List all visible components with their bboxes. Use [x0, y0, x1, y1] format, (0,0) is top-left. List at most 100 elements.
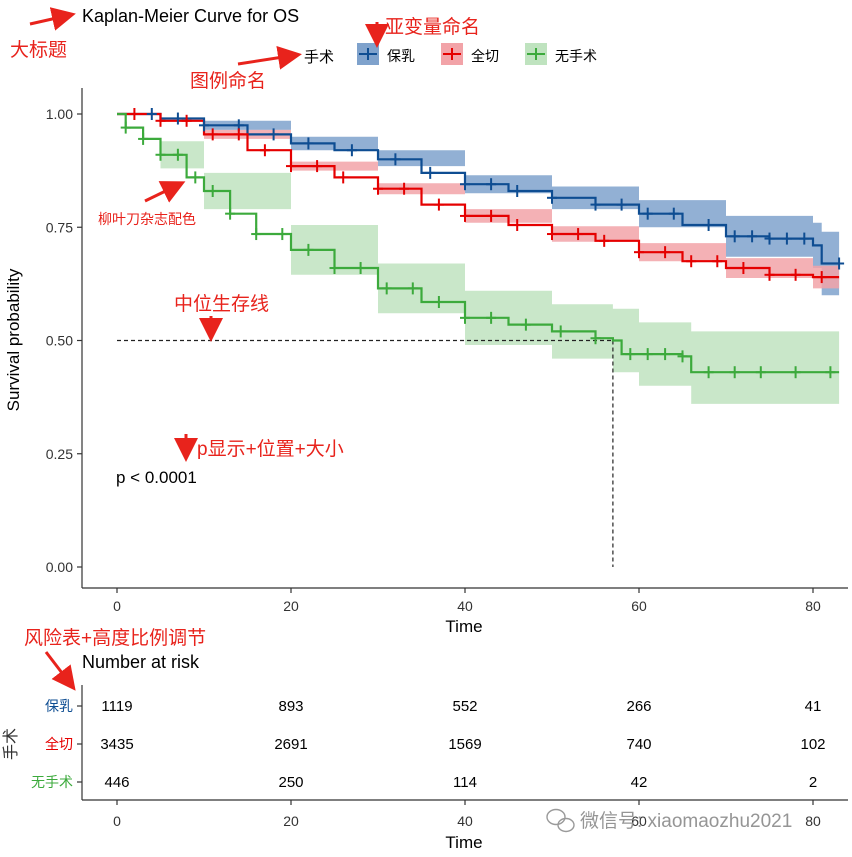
censor-mark — [303, 243, 314, 256]
censor-mark — [155, 148, 166, 161]
risk-cell: 1569 — [448, 736, 481, 753]
censor-mark — [573, 228, 584, 241]
censor-mark — [155, 114, 166, 127]
censor-mark — [407, 282, 418, 295]
censor-mark — [703, 366, 714, 379]
censor-mark — [547, 191, 557, 204]
censor-mark — [433, 295, 444, 308]
risk-cell: 266 — [626, 698, 651, 715]
legend-label: 无手术 — [555, 48, 597, 64]
censor-mark — [172, 148, 183, 161]
risk-cell: 740 — [626, 736, 651, 753]
censor-mark — [712, 255, 723, 268]
censor-mark — [486, 209, 497, 222]
legend-item-2: 无手术 — [525, 43, 597, 65]
annotation-palette: 柳叶刀杂志配色 — [98, 211, 196, 227]
censor-mark — [755, 366, 766, 379]
censor-mark — [199, 119, 209, 132]
risk-x-tick-label: 60 — [631, 813, 647, 829]
risk-cell: 42 — [631, 774, 648, 791]
annotation-legend-naming: 图例命名 — [190, 70, 266, 92]
legend-label: 保乳 — [387, 48, 415, 64]
risk-x-tick-label: 20 — [283, 813, 299, 829]
risk-cell: 2691 — [274, 736, 307, 753]
censor-mark — [460, 209, 470, 222]
arrow-legend — [237, 45, 302, 70]
y-axis-title: Survival probability — [4, 268, 23, 411]
censor-mark — [512, 218, 523, 231]
censor-mark — [764, 232, 775, 245]
legend-item-0: 保乳 — [357, 43, 415, 65]
confidence-band-1 — [117, 114, 840, 296]
risk-x-tick-label: 0 — [113, 813, 121, 829]
risk-x-tick-label: 40 — [457, 813, 473, 829]
censor-mark — [146, 108, 157, 120]
censor-mark — [329, 262, 340, 275]
censor-mark — [616, 198, 627, 211]
x-tick-label: 60 — [631, 598, 647, 614]
censor-mark — [225, 207, 236, 220]
censor-mark — [346, 144, 357, 157]
censor-mark — [634, 246, 644, 259]
censor-mark — [625, 348, 636, 361]
annotation-main-title: 大标题 — [10, 39, 67, 61]
censor-mark — [799, 232, 810, 245]
censor-mark — [555, 325, 566, 338]
risk-table-x-title: Time — [445, 833, 482, 852]
censor-mark — [277, 228, 288, 241]
annotation-risk-table: 风险表+高度比例调节 — [24, 627, 206, 649]
x-axis-ticks: 0 20 40 60 80 — [113, 588, 821, 614]
risk-cell: 446 — [104, 774, 129, 791]
legend-item-1: 全切 — [441, 43, 499, 65]
censor-mark — [312, 160, 323, 173]
censor-mark — [703, 218, 714, 231]
annotation-subgroup-naming: 亚变量命名 — [385, 16, 480, 38]
watermark: 微信号: xiaomaozhu2021 — [546, 808, 792, 833]
censor-mark — [355, 262, 366, 275]
annotation-layer: 大标题 亚变量命名 图例命名 柳叶刀杂志配色 中位生存线 p显示+位置+大小 风… — [10, 7, 480, 691]
censor-mark — [512, 185, 523, 198]
censor-mark — [399, 182, 410, 195]
censor-mark — [251, 228, 262, 241]
arrow-title — [29, 7, 76, 31]
wechat-icon — [546, 808, 575, 833]
risk-cell: 3435 — [100, 736, 133, 753]
risk-cell: 2 — [809, 774, 817, 791]
censor-mark — [207, 128, 218, 141]
risk-row-label: 保乳 — [45, 698, 73, 714]
chart-title: Kaplan-Meier Curve for OS — [82, 6, 299, 26]
censor-mark — [138, 132, 149, 145]
censor-mark — [286, 160, 296, 173]
censor-mark — [303, 137, 314, 150]
censor-mark — [834, 257, 845, 270]
risk-x-tick-label: 80 — [805, 813, 821, 829]
censor-mark — [729, 230, 740, 243]
censor-mark — [268, 128, 279, 141]
median-survival-lines — [117, 339, 614, 567]
censor-mark — [425, 166, 436, 179]
y-tick-label: 0.50 — [46, 333, 73, 349]
censor-mark — [790, 268, 801, 281]
censor-mark — [686, 255, 697, 268]
censor-mark — [486, 311, 497, 324]
risk-cell: 41 — [805, 698, 822, 715]
censor-mark — [486, 178, 497, 191]
censor-mark — [590, 198, 601, 211]
censor-mark — [660, 348, 671, 361]
censor-mark — [120, 121, 131, 134]
x-tick-label: 80 — [805, 598, 821, 614]
censor-mark — [642, 207, 653, 220]
censor-mark — [181, 114, 192, 127]
censor-mark — [677, 350, 688, 363]
legend: 手术 保乳 全切 无手术 — [304, 43, 597, 66]
arrow-risk-table — [44, 651, 76, 691]
censor-mark — [599, 234, 610, 247]
x-tick-label: 0 — [113, 598, 121, 614]
risk-cell: 250 — [278, 774, 303, 791]
censor-mark — [433, 198, 444, 211]
annotation-median-survival: 中位生存线 — [174, 293, 269, 315]
x-tick-label: 20 — [283, 598, 299, 614]
censor-mark — [590, 332, 601, 345]
confidence-band-2 — [117, 114, 840, 404]
